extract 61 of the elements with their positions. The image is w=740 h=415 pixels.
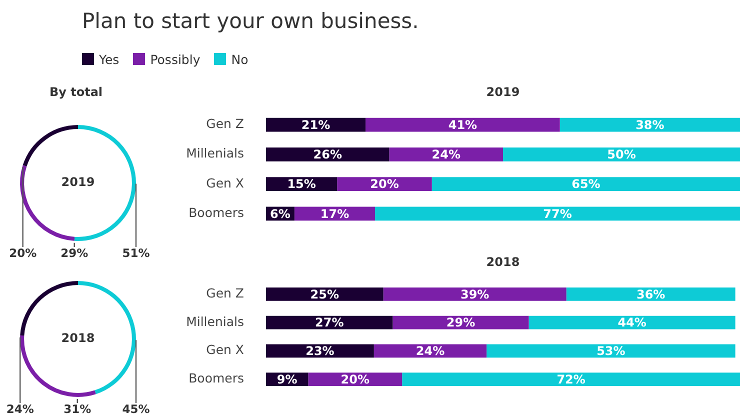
bar [566, 288, 736, 301]
data-label: 31% [64, 402, 92, 415]
bar [266, 288, 384, 301]
data-label: 20% [340, 372, 370, 386]
data-label: 6% [270, 206, 290, 221]
data-label: 25% [310, 287, 340, 302]
data-label: 24% [6, 402, 34, 415]
data-label: 17% [320, 206, 350, 221]
data-label: 21% [301, 118, 330, 132]
y-tick-label: Gen X [206, 342, 244, 358]
data-label: 44% [618, 316, 646, 330]
data-label: 50% [607, 148, 636, 162]
text: By total [48, 85, 104, 99]
data-label: 65% [572, 177, 600, 192]
y-tick-label: Millenials [186, 146, 244, 161]
bar [389, 147, 503, 162]
bar [560, 118, 740, 132]
bar [402, 372, 740, 386]
data-label: 72% [556, 372, 586, 386]
bar [432, 177, 740, 192]
data-label: 36% [636, 287, 666, 302]
data-label: 24% [432, 148, 460, 162]
data-label: 27% [314, 316, 344, 330]
data-label: 24% [416, 344, 445, 358]
text: 2018 [61, 331, 95, 346]
data-label: 29% [446, 316, 476, 330]
y-tick-label: Boomers [188, 204, 244, 220]
y-tick-label: Gen Z [206, 116, 244, 132]
bar [528, 316, 736, 330]
y-tick-label: Millenials [186, 314, 244, 329]
y-tick-label: Boomers [188, 370, 244, 386]
data-label: 23% [306, 344, 334, 358]
y-tick-label: Gen X [206, 175, 244, 190]
data-label: 77% [543, 206, 572, 221]
data-label: 38% [636, 118, 664, 132]
data-label: 20% [370, 177, 399, 192]
legend-label: No [230, 52, 248, 67]
bar [375, 206, 740, 221]
data-label: 39% [460, 287, 490, 302]
data-label: 41% [448, 118, 478, 132]
bar [366, 118, 560, 132]
chart-title: 2019 [486, 85, 520, 100]
bar [266, 118, 366, 132]
chart-title: 2018 [486, 255, 520, 270]
bar [486, 344, 736, 358]
text: 2019 [61, 175, 95, 190]
data-label: 51% [122, 246, 150, 260]
data-label: 26% [313, 148, 342, 162]
data-label: 15% [287, 177, 316, 192]
legend-label: Yes [98, 52, 120, 67]
data-label: 29% [60, 246, 89, 260]
data-label: 20% [9, 246, 38, 260]
data-label: 9% [276, 372, 298, 386]
data-label: 53% [596, 344, 626, 358]
chart-title: Plan to start your own business. [82, 9, 419, 33]
legend-label: Possibly [149, 52, 200, 67]
bar [383, 288, 566, 301]
y-tick-label: Gen Z [206, 285, 244, 300]
bar [266, 147, 390, 162]
data-label: 45% [122, 402, 150, 415]
bar [503, 147, 740, 162]
